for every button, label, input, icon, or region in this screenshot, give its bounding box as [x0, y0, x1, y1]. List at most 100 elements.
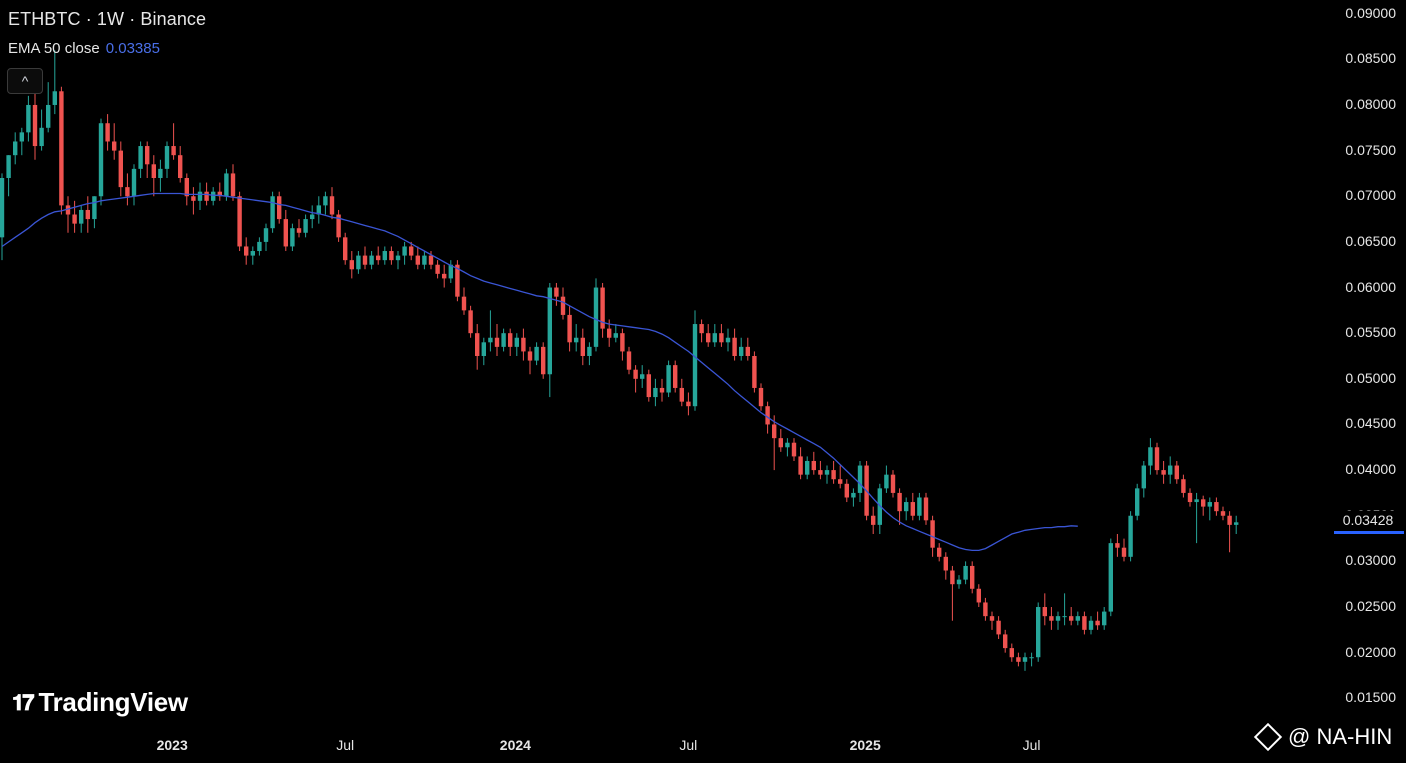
- candle-body: [1016, 657, 1021, 662]
- candle: [310, 205, 315, 229]
- candle-body: [6, 155, 11, 178]
- candle-body: [785, 442, 790, 448]
- candle-body: [32, 104, 38, 147]
- candle: [481, 337, 486, 366]
- candle-body: [1049, 616, 1054, 621]
- candle: [1069, 607, 1074, 626]
- candle-body: [211, 191, 216, 201]
- time-tick-label: 2023: [156, 737, 188, 753]
- candle: [514, 333, 519, 356]
- candle-body: [890, 474, 896, 493]
- ema-50-line: [1, 192, 1078, 552]
- tradingview-logo[interactable]: 𝟏𝟕 TradingView: [12, 687, 188, 718]
- candle-body: [494, 337, 500, 347]
- candle-body: [521, 337, 526, 352]
- candle-body: [481, 342, 486, 356]
- candle: [970, 561, 975, 594]
- candle: [937, 543, 942, 562]
- candle: [811, 451, 816, 475]
- candle-body: [686, 401, 691, 407]
- candle: [547, 282, 552, 398]
- candle-body: [323, 196, 328, 206]
- candle: [851, 488, 856, 507]
- candle-body: [1095, 620, 1100, 626]
- candle-body: [415, 255, 420, 265]
- candle-body: [442, 273, 447, 279]
- candle-body: [112, 141, 117, 151]
- price-tick-label: 0.06500: [1345, 232, 1396, 249]
- candle-body: [719, 333, 724, 343]
- candle: [758, 383, 764, 411]
- candle-body: [257, 241, 262, 252]
- candle: [402, 241, 407, 265]
- candle: [435, 260, 440, 279]
- candle-body: [191, 196, 196, 201]
- collapse-legend-button[interactable]: ^: [7, 68, 43, 94]
- candle: [455, 260, 460, 302]
- candle-body: [692, 324, 698, 407]
- candle: [752, 351, 757, 393]
- price-tick-label: 0.06000: [1345, 278, 1396, 295]
- candle-body: [428, 255, 434, 265]
- candle-body: [1069, 616, 1074, 621]
- candle-body: [772, 424, 777, 439]
- candle: [1016, 652, 1021, 667]
- candle-body: [943, 556, 948, 571]
- candle: [389, 246, 394, 265]
- candle: [633, 365, 638, 393]
- candle-body: [145, 146, 150, 165]
- price-tick-label: 0.02500: [1345, 598, 1396, 615]
- candle: [673, 360, 678, 393]
- symbol-title[interactable]: ETHBTC · 1W · Binance: [8, 9, 207, 29]
- candle-body: [336, 214, 341, 238]
- price-tick-label: 0.01500: [1345, 689, 1396, 706]
- candle-body: [1207, 502, 1212, 507]
- candle-body: [996, 620, 1001, 635]
- candle-body: [1029, 657, 1034, 659]
- candle-body: [105, 123, 110, 142]
- candle-body: [824, 470, 830, 475]
- candle-body: [897, 492, 902, 512]
- price-tick-label: 0.02000: [1345, 643, 1396, 660]
- candle-body: [838, 479, 843, 484]
- candle-body: [732, 337, 737, 356]
- candle-body: [92, 196, 97, 220]
- candle: [805, 456, 810, 480]
- candle: [151, 155, 156, 197]
- candle-body: [884, 474, 889, 489]
- candle-body: [811, 460, 816, 471]
- candle-body: [587, 346, 592, 356]
- candle-body: [791, 442, 797, 457]
- candle: [395, 251, 401, 270]
- candle: [1108, 538, 1113, 617]
- candle-body: [613, 333, 618, 338]
- candle-body: [1128, 515, 1133, 557]
- candle-body: [725, 337, 731, 343]
- candle: [1003, 629, 1008, 653]
- candle-body: [1141, 465, 1146, 489]
- ema-legend[interactable]: EMA 50 close 0.03385: [8, 40, 160, 57]
- time-tick-label: 2024: [499, 737, 531, 753]
- candle: [1174, 460, 1179, 484]
- candle: [772, 415, 777, 471]
- candle-body: [1003, 634, 1008, 649]
- candle: [560, 287, 566, 320]
- candlestick-series: [0, 50, 1239, 671]
- candle-body: [659, 387, 665, 393]
- candle: [580, 328, 585, 366]
- price-axis[interactable]: 0.09000 0.08500 0.08000 0.07500 0.07000 0.065…: [1330, 0, 1406, 763]
- candle: [105, 114, 110, 151]
- candle: [706, 324, 711, 347]
- candle: [296, 219, 302, 238]
- candle: [1227, 511, 1232, 553]
- candle: [494, 324, 500, 356]
- candle: [257, 237, 262, 256]
- candle: [158, 159, 163, 192]
- candle: [593, 278, 599, 352]
- candle: [488, 310, 493, 352]
- candle: [178, 146, 183, 183]
- candle-body: [580, 337, 585, 356]
- candle-body: [151, 164, 156, 178]
- candle: [824, 465, 830, 484]
